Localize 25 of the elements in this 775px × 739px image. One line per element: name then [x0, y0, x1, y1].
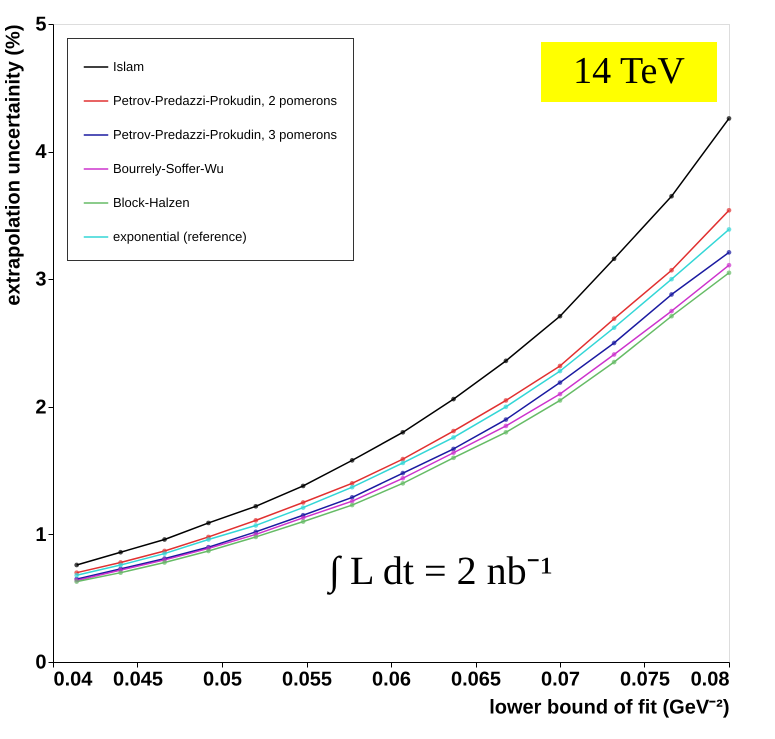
legend-label: Bourrely-Soffer-Wu — [113, 161, 224, 176]
annotation: 14 TeV — [573, 50, 686, 92]
y-tick-label: 5 — [35, 14, 46, 36]
legend-label: Petrov-Predazzi-Prokudin, 2 pomerons — [113, 93, 338, 108]
annotation: ∫ L dt = 2 nb⁻¹ — [326, 548, 553, 595]
legend-label: Islam — [113, 59, 144, 74]
x-tick-label: 0.05 — [203, 668, 242, 690]
legend-label: Block-Halzen — [113, 195, 190, 210]
x-tick-label: 0.08 — [690, 668, 730, 690]
y-tick-label: 3 — [35, 268, 46, 291]
x-tick-label: 0.065 — [450, 668, 502, 690]
x-tick-label: 0.045 — [112, 668, 164, 690]
x-tick-label: 0.055 — [282, 668, 332, 690]
y-tick-label: 4 — [35, 141, 48, 164]
y-axis-title: extrapolation uncertainity (%) — [2, 24, 24, 306]
legend-label: Petrov-Predazzi-Prokudin, 3 pomerons — [113, 127, 338, 142]
x-tick-label: 0.075 — [620, 668, 670, 690]
x-tick-label: 0.06 — [372, 668, 411, 690]
legend-label: exponential (reference) — [113, 229, 247, 244]
y-tick-label: 1 — [35, 524, 46, 546]
y-tick-label: 0 — [35, 652, 46, 674]
y-tick-label: 2 — [35, 396, 46, 418]
x-tick-label: 0.07 — [541, 668, 580, 690]
x-tick-label: 0.04 — [54, 668, 94, 690]
x-axis-title: lower bound of fit (GeV⁻²) — [489, 696, 730, 718]
